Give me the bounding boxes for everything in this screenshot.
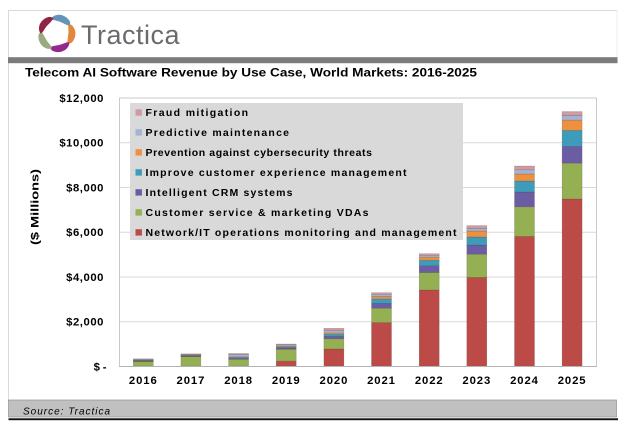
svg-text:2020: 2020: [320, 375, 349, 387]
svg-text:2025: 2025: [558, 375, 587, 387]
svg-text:Intelligent CRM systems: Intelligent CRM systems: [146, 187, 293, 199]
svg-text:2023: 2023: [462, 375, 491, 387]
svg-text:2018: 2018: [224, 375, 253, 387]
svg-text:($ Millions): ($ Millions): [30, 169, 42, 245]
svg-text:2021: 2021: [367, 375, 396, 387]
svg-text:Improve customer experience ma: Improve customer experience management: [146, 167, 408, 179]
svg-text:Prevention against cybersecuri: Prevention against cybersecurity threats: [146, 147, 373, 159]
svg-text:2016: 2016: [129, 375, 158, 387]
svg-text:2017: 2017: [177, 375, 206, 387]
svg-text:Fraud mitigation: Fraud mitigation: [146, 107, 249, 119]
svg-text:$10,000: $10,000: [59, 138, 104, 150]
svg-text:$8,000: $8,000: [66, 183, 104, 195]
svg-text:Telecom AI Software Revenue by: Telecom AI Software Revenue by Use Case,…: [25, 68, 478, 80]
svg-text:2024: 2024: [510, 375, 539, 387]
svg-text:Customer service & marketing V: Customer service & marketing VDAs: [146, 207, 369, 219]
svg-text:$2,000: $2,000: [66, 317, 104, 329]
svg-text:2022: 2022: [415, 375, 444, 387]
svg-text:$12,000: $12,000: [59, 93, 104, 105]
svg-text:Predictive maintenance: Predictive maintenance: [146, 127, 290, 139]
svg-text:-: -: [103, 362, 107, 374]
svg-text:Tractica: Tractica: [81, 20, 180, 50]
svg-text:$: $: [94, 362, 101, 374]
svg-text:2019: 2019: [272, 375, 301, 387]
svg-text:$6,000: $6,000: [66, 227, 104, 239]
svg-text:$4,000: $4,000: [66, 272, 104, 284]
svg-text:Network/IT operations monitori: Network/IT operations monitoring and man…: [146, 227, 458, 239]
svg-text:Source: Tractica: Source: Tractica: [23, 407, 111, 418]
